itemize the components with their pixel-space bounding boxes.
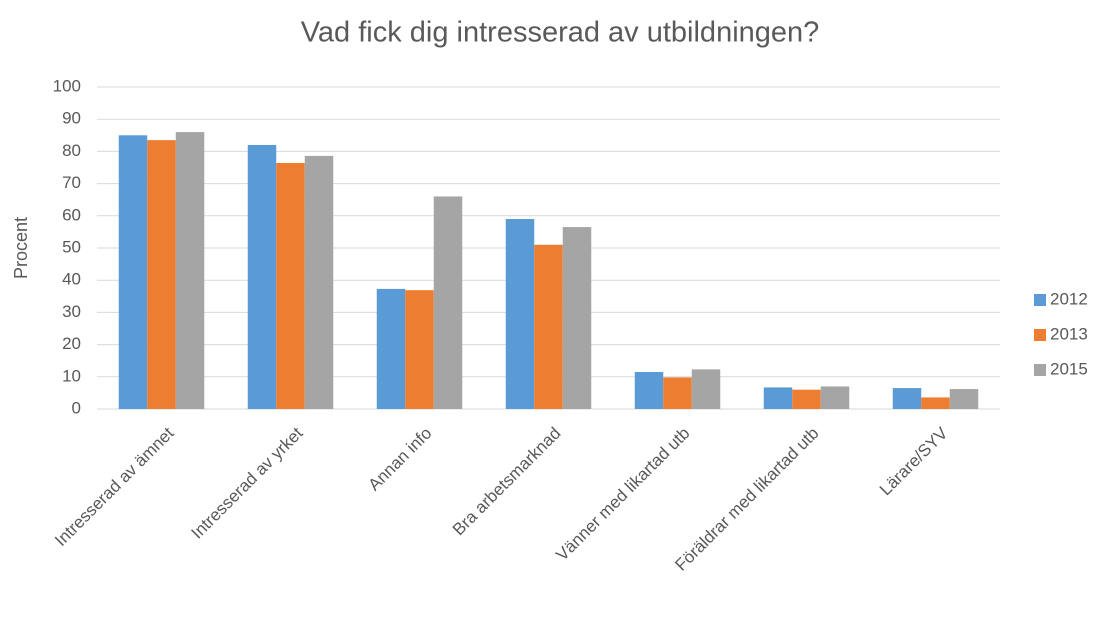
x-tick-label: Annan info — [365, 424, 436, 495]
x-tick-label: Intresserad av yrket — [188, 423, 307, 542]
y-tick-label: 10 — [62, 366, 81, 385]
bar — [247, 144, 277, 409]
y-tick-label: 30 — [62, 302, 81, 321]
y-tick-label: 0 — [72, 398, 81, 417]
legend-swatch — [1034, 364, 1046, 376]
bar — [921, 397, 950, 409]
bar — [505, 219, 535, 409]
bar — [276, 162, 305, 409]
legend-label: 2012 — [1050, 289, 1088, 308]
legend-swatch — [1034, 294, 1046, 306]
bar — [405, 290, 434, 409]
legend-label: 2013 — [1050, 324, 1088, 343]
bar — [433, 196, 463, 409]
bar — [376, 288, 406, 409]
x-tick-label: Föräldrar med likartad utb — [671, 424, 822, 575]
bar — [175, 132, 205, 409]
bar — [634, 371, 664, 409]
y-tick-label: 60 — [62, 205, 81, 224]
chart-title: Vad fick dig intresserad av utbildningen… — [301, 17, 820, 49]
y-tick-label: 100 — [53, 76, 81, 95]
bar — [691, 369, 721, 409]
y-tick-label: 40 — [62, 270, 81, 289]
bar — [892, 388, 922, 409]
y-tick-label: 20 — [62, 334, 81, 353]
x-tick-label: Lärare/SYV — [876, 423, 952, 499]
y-tick-label: 80 — [62, 141, 81, 160]
bar — [534, 244, 563, 409]
x-tick-label: Vänner med likartad utb — [552, 424, 693, 565]
legend-label: 2015 — [1050, 359, 1088, 378]
legend-swatch — [1034, 329, 1046, 341]
bar — [304, 155, 334, 409]
x-tick-label: Bra arbetsmarknad — [449, 424, 565, 540]
y-tick-label: 90 — [62, 109, 81, 128]
y-axis-label: Procent — [11, 217, 31, 279]
x-tick-label: Intresserad av ämnet — [51, 423, 178, 550]
bar — [147, 140, 176, 409]
y-tick-label: 50 — [62, 237, 81, 256]
bar — [792, 389, 821, 409]
bar — [820, 386, 850, 409]
bar — [118, 135, 148, 410]
bar — [763, 387, 793, 409]
bar — [663, 377, 692, 409]
bar — [949, 389, 979, 409]
bar — [562, 227, 592, 409]
y-tick-label: 70 — [62, 173, 81, 192]
